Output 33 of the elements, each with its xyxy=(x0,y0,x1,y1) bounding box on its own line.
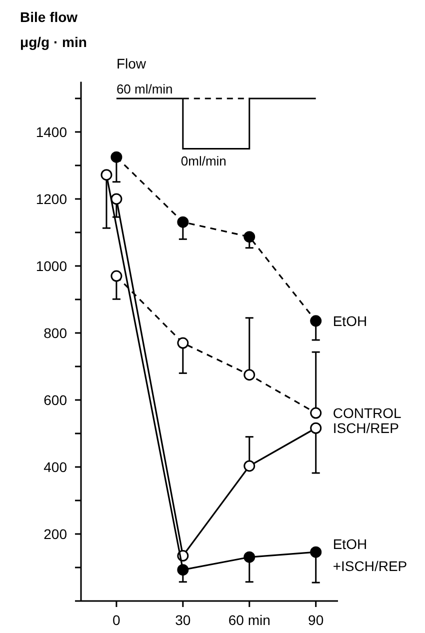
point xyxy=(310,315,322,327)
point xyxy=(244,551,256,563)
y-axis-title: Bile flow μg/g · min xyxy=(20,9,87,50)
y-tick-label: 200 xyxy=(44,526,68,542)
point xyxy=(310,422,322,434)
point xyxy=(177,337,189,349)
point xyxy=(110,193,122,205)
y-tick-label: 600 xyxy=(44,392,68,408)
series-label: EtOH +ISCH/REP xyxy=(332,536,408,574)
point xyxy=(110,270,122,282)
y-tick-label: 1400 xyxy=(36,124,68,140)
point xyxy=(244,231,256,243)
series-label: EtOH xyxy=(332,312,368,329)
text: Flow xyxy=(116,55,147,72)
x-tick-label: 60 min xyxy=(228,612,270,628)
x-tick-label: 90 xyxy=(308,612,324,628)
annotation: 60 ml/min xyxy=(116,81,173,96)
point xyxy=(310,407,322,419)
series-label: ISCH/REP xyxy=(332,420,399,436)
x-tick-label: 0 xyxy=(112,612,121,628)
annotation: 0ml/min xyxy=(180,154,226,169)
point xyxy=(244,369,256,381)
point xyxy=(177,564,189,576)
series-label: CONTROL xyxy=(332,404,402,421)
y-tick-label: 1000 xyxy=(36,258,68,274)
point xyxy=(177,216,189,228)
y-tick-label: 400 xyxy=(44,458,68,475)
y-tick-label: 1200 xyxy=(36,190,68,207)
point xyxy=(244,460,256,472)
y-tick-label: 800 xyxy=(44,324,68,341)
point xyxy=(110,151,122,163)
point xyxy=(310,546,322,558)
x-tick-label: 30 xyxy=(175,612,191,628)
